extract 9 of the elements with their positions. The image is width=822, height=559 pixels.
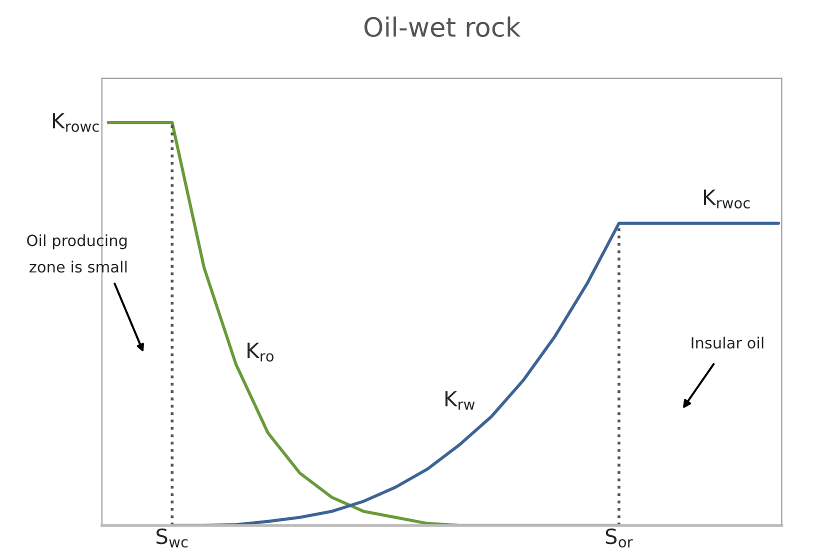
annotation: Insular oil (692, 336, 764, 349)
text: K$_{rowc}$ (53, 113, 99, 132)
x-tick-label: S$_{wc}$ (156, 528, 188, 548)
annotation: K$_{ro}$ (248, 342, 274, 362)
annotation: K$_{rwoc}$ (704, 190, 750, 208)
annotation: K$_{rw}$ (445, 391, 475, 410)
chart-title: Oil-wet rock (364, 16, 521, 37)
annotation: Oil producing zone is small (27, 234, 127, 273)
x-tick-label: S$_{or}$ (606, 528, 633, 548)
